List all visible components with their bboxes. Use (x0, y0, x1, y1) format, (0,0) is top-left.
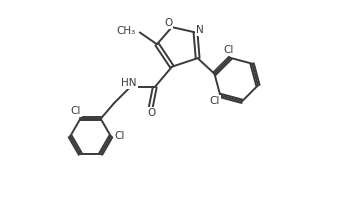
Text: N: N (196, 25, 204, 35)
Text: Cl: Cl (209, 96, 220, 106)
Text: CH₃: CH₃ (117, 26, 136, 36)
Text: Cl: Cl (71, 106, 81, 116)
Text: O: O (164, 18, 172, 28)
Text: Cl: Cl (223, 45, 234, 55)
Text: Cl: Cl (115, 131, 125, 141)
Text: O: O (147, 108, 156, 118)
Text: HN: HN (121, 78, 137, 88)
